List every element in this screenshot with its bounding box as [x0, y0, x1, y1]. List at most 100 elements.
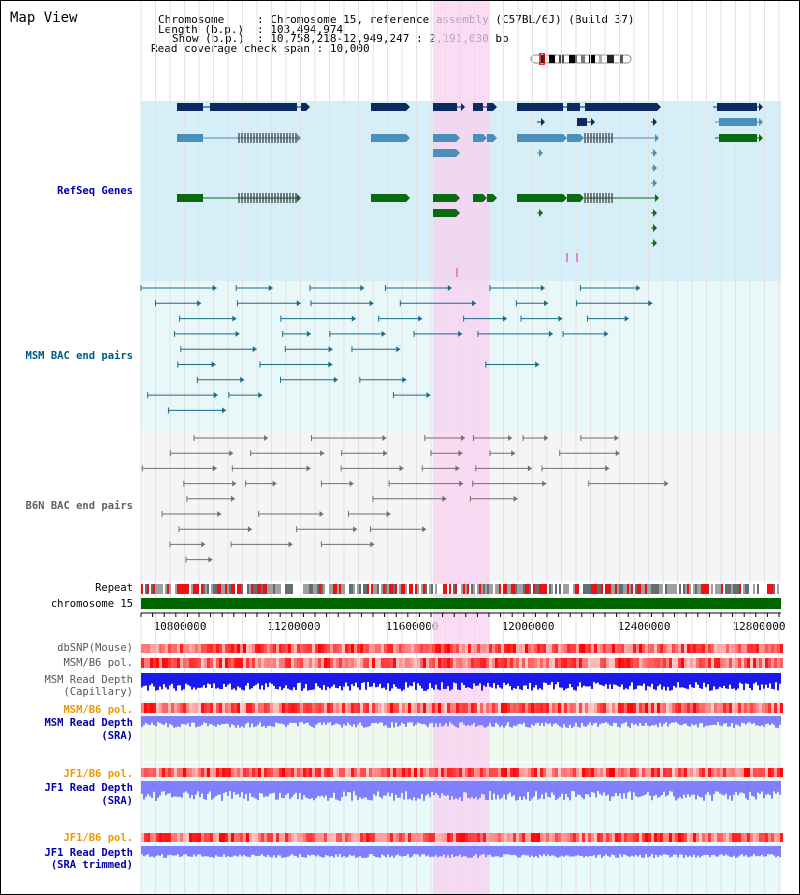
- read-depth-bar: [415, 673, 417, 690]
- polymorphism-cell: [681, 833, 684, 842]
- read-depth-bar: [385, 781, 387, 796]
- repeat-block: [401, 584, 403, 594]
- polymorphism-cell: [597, 768, 600, 777]
- read-depth-bar: [763, 781, 765, 799]
- gene-exon: [433, 134, 456, 142]
- read-depth-bar: [377, 781, 379, 792]
- b6n-bac-pair-arrow: [458, 450, 463, 457]
- read-depth-bar: [425, 716, 427, 726]
- gene-arrow: [306, 103, 310, 111]
- polymorphism-cell: [654, 768, 657, 777]
- repeat-block: [243, 584, 245, 594]
- repeat-block: [741, 584, 743, 594]
- read-depth-bar: [721, 673, 723, 689]
- read-depth-bar: [395, 781, 397, 795]
- polymorphism-cell: [528, 768, 531, 777]
- polymorphism-cell: [702, 833, 705, 842]
- b6n-bac-pair-arrow: [615, 450, 620, 457]
- b6n-bac-pair-arrow: [508, 435, 513, 441]
- read-depth-bar: [501, 716, 503, 726]
- read-depth-bar: [583, 716, 585, 727]
- gene-arrow: [759, 118, 763, 126]
- polymorphism-cell: [651, 644, 654, 653]
- read-depth-bar: [595, 846, 597, 858]
- repeat-block: [291, 584, 293, 594]
- read-depth-bar: [367, 781, 369, 800]
- polymorphism-cell: [432, 658, 435, 668]
- read-depth-bar: [239, 781, 241, 798]
- read-depth-bar: [753, 673, 755, 684]
- polymorphism-cell: [141, 703, 144, 713]
- polymorphism-cell: [735, 833, 738, 842]
- read-depth-bar: [457, 716, 459, 728]
- read-depth-bar: [699, 781, 701, 798]
- repeat-block: [703, 584, 705, 594]
- polymorphism-cell: [255, 768, 258, 777]
- read-depth-bar: [361, 716, 363, 726]
- repeat-block: [711, 584, 713, 594]
- read-depth-bar: [181, 846, 183, 857]
- read-depth-bar: [271, 781, 273, 794]
- repeat-block: [403, 584, 405, 594]
- read-depth-bar: [543, 673, 545, 683]
- read-depth-bar: [459, 716, 461, 723]
- repeat-block: [755, 584, 757, 594]
- read-depth-bar: [759, 673, 761, 691]
- polymorphism-cell: [666, 768, 669, 777]
- read-depth-bar: [549, 846, 551, 857]
- polymorphism-cell: [591, 833, 594, 842]
- read-depth-bar: [521, 716, 523, 725]
- read-depth-bar: [613, 781, 615, 797]
- gene-exon: [210, 103, 297, 111]
- read-depth-bar: [657, 781, 659, 798]
- read-depth-bar: [205, 716, 207, 724]
- repeat-block: [713, 584, 715, 594]
- polymorphism-cell: [564, 658, 567, 668]
- polymorphism-cell: [780, 833, 783, 842]
- repeat-block: [679, 584, 681, 594]
- read-depth-bar: [497, 716, 499, 725]
- read-depth-bar: [157, 716, 159, 723]
- polymorphism-cell: [570, 833, 573, 842]
- msm-bac-pair-arrow: [240, 376, 245, 383]
- read-depth-bar: [303, 846, 305, 858]
- polymorphism-cell: [507, 703, 510, 713]
- repeat-block: [271, 584, 273, 594]
- repeat-block: [305, 584, 307, 594]
- read-depth-bar: [747, 781, 749, 800]
- read-depth-bar: [659, 673, 661, 685]
- polymorphism-cell: [720, 658, 723, 668]
- read-depth-bar: [523, 846, 525, 855]
- read-depth-bar: [257, 673, 259, 684]
- repeat-block: [149, 584, 151, 594]
- read-depth-bar: [603, 716, 605, 724]
- polymorphism-cell: [240, 703, 243, 713]
- polymorphism-cell: [723, 703, 726, 713]
- read-depth-bar: [505, 673, 507, 685]
- read-depth-bar: [769, 781, 771, 795]
- read-depth-bar: [619, 846, 621, 855]
- read-depth-bar: [751, 781, 753, 796]
- polymorphism-cell: [381, 658, 384, 668]
- polymorphism-cell: [189, 768, 192, 777]
- read-depth-bar: [511, 716, 513, 728]
- repeat-block: [169, 584, 171, 594]
- read-depth-bar: [559, 781, 561, 797]
- read-depth-bar: [723, 716, 725, 724]
- polymorphism-cell: [468, 644, 471, 653]
- read-depth-bar: [489, 716, 491, 724]
- polymorphism-cell: [471, 833, 474, 842]
- polymorphism-cell: [534, 768, 537, 777]
- repeat-block: [731, 584, 733, 594]
- read-depth-bar: [599, 781, 601, 794]
- read-depth-bar: [417, 716, 419, 723]
- repeat-block: [207, 584, 209, 594]
- msm-bac-pair-arrow: [624, 315, 629, 322]
- polymorphism-cell: [201, 658, 204, 668]
- read-depth-bar: [601, 716, 603, 724]
- gene-exon: [585, 103, 657, 111]
- polymorphism-cell: [141, 768, 144, 777]
- polymorphism-cell: [234, 703, 237, 713]
- read-depth-bar: [307, 716, 309, 723]
